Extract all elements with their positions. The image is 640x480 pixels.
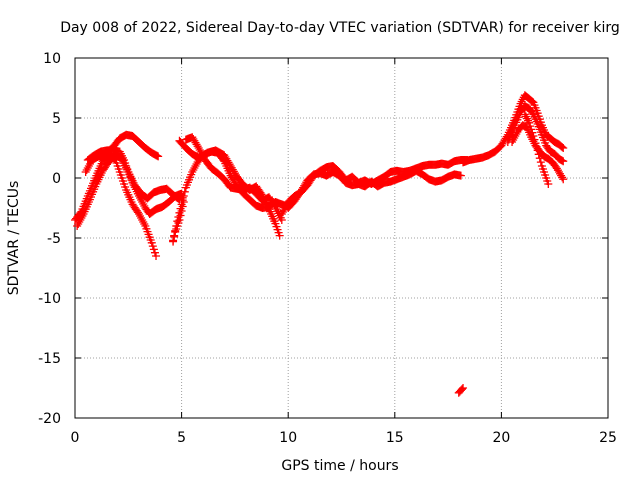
y-tick-label: 0 — [52, 171, 61, 187]
data-point — [531, 139, 540, 148]
data-point — [535, 154, 544, 163]
series-outlier — [454, 384, 468, 397]
x-tick-label: 15 — [386, 430, 404, 446]
y-axis-label: SDTVAR / TECUs — [6, 181, 22, 296]
data-point — [179, 192, 188, 200]
data-point — [558, 173, 567, 182]
series-trace-g — [181, 133, 286, 224]
data-point — [459, 384, 468, 392]
data-point — [177, 200, 186, 209]
y-tick-label: -10 — [38, 291, 61, 307]
data-point — [152, 252, 161, 260]
x-tick-label: 20 — [492, 430, 510, 446]
y-tick-label: -15 — [38, 351, 61, 367]
data-point — [456, 171, 465, 180]
axis-ticks: 0 5 10 15 20 25 -20 -15 -10 -5 0 5 10 — [38, 51, 617, 446]
data-series — [71, 91, 568, 397]
data-point — [176, 204, 185, 213]
y-tick-label: -20 — [38, 411, 61, 427]
data-point — [544, 180, 553, 188]
x-tick-label: 10 — [279, 430, 297, 446]
data-point — [534, 150, 543, 159]
data-point — [529, 132, 538, 140]
series-trace-i — [284, 166, 465, 212]
data-point — [559, 157, 568, 166]
data-point — [140, 220, 149, 228]
data-point — [175, 208, 184, 217]
series-trace-m — [520, 110, 553, 188]
data-point — [174, 213, 183, 221]
data-point — [457, 385, 466, 394]
data-point — [170, 231, 179, 240]
data-point — [536, 158, 545, 167]
data-point — [532, 142, 541, 151]
data-point — [154, 152, 163, 161]
chart-title: Day 008 of 2022, Sidereal Day-to-day VTE… — [60, 20, 620, 36]
data-point — [180, 187, 189, 196]
data-point — [533, 146, 542, 155]
data-point — [559, 175, 568, 184]
data-point — [522, 114, 531, 123]
data-point — [169, 236, 178, 245]
data-point — [171, 226, 180, 235]
x-tick-label: 25 — [599, 430, 617, 446]
data-point — [530, 135, 539, 144]
x-tick-label: 5 — [177, 430, 186, 446]
data-point — [559, 144, 568, 152]
y-tick-label: 10 — [43, 51, 61, 67]
data-point — [78, 212, 87, 220]
x-axis-label: GPS time / hours — [281, 458, 398, 474]
y-tick-label: 5 — [52, 111, 61, 127]
x-tick-label: 0 — [71, 430, 80, 446]
data-point — [172, 222, 181, 230]
data-point — [275, 231, 284, 240]
data-point — [173, 217, 182, 226]
y-tick-label: -5 — [47, 231, 61, 247]
data-point — [558, 143, 567, 152]
data-point — [178, 196, 187, 205]
